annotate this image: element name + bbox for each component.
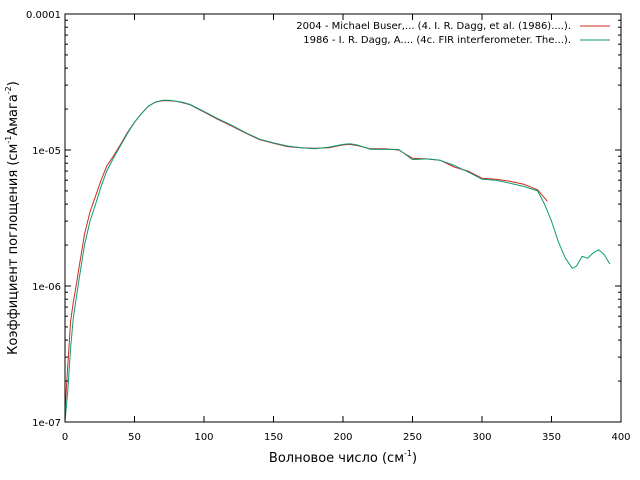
x-tick-label: 0 [62, 432, 68, 443]
y-tick-label: 1e-07 [32, 418, 61, 429]
series-layer [64, 99, 611, 423]
x-axis-title: Волновое число (см-1) [269, 449, 417, 466]
x-tick-label: 100 [194, 432, 213, 443]
series-line-2 [64, 99, 611, 423]
x-tick-label: 150 [264, 432, 283, 443]
x-tick-label: 200 [333, 432, 352, 443]
y-tick-label: 0.0001 [26, 10, 61, 21]
x-tick-label: 350 [542, 432, 561, 443]
y-tick-label: 1e-05 [32, 146, 61, 157]
legend-label-1: 2004 - Michael Buser,... (4. I. R. Dagg,… [296, 21, 571, 32]
x-tick-label: 250 [403, 432, 422, 443]
y-axis-title: Коэффициент поглощения (см-1Амага-2) [4, 81, 21, 355]
x-tick-label: 300 [472, 432, 491, 443]
x-tick-label: 50 [128, 432, 141, 443]
y-tick-label: 1e-06 [32, 282, 61, 293]
ticks-layer: 0 50 100 150 200 250 300 350 400 1e-07 1e-06 1e-05 0… [26, 10, 631, 443]
x-tick-label: 400 [611, 432, 630, 443]
legend-label-2: 1986 - I. R. Dagg, A.... (4c. FIR interf… [303, 35, 571, 46]
legend: 2004 - Michael Buser,... (4. I. R. Dagg,… [296, 21, 610, 46]
